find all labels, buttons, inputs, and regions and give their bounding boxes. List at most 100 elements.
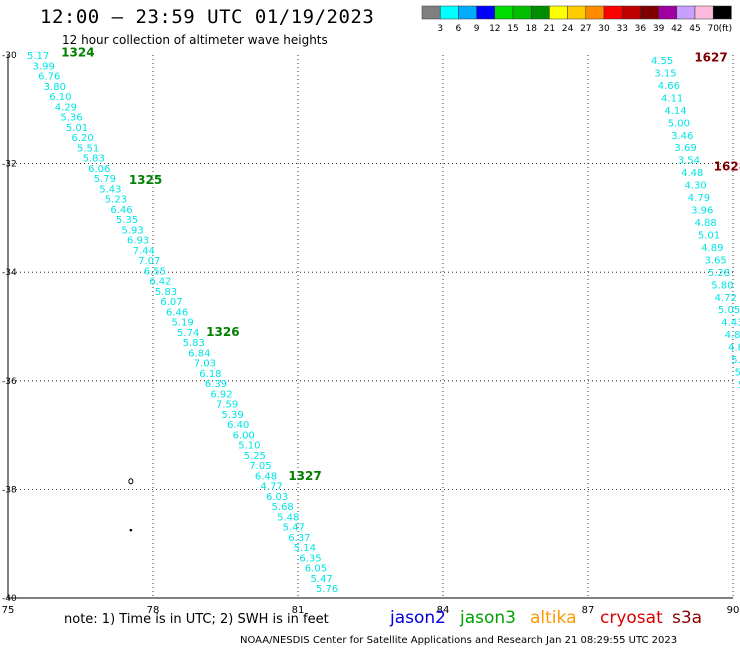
- legend-jason3: jason3: [460, 608, 516, 628]
- pass-time-label: 1628: [714, 159, 740, 173]
- wave-height-value: 6.39: [205, 379, 227, 390]
- wave-height-value: 7.59: [216, 400, 238, 411]
- footer-note: note: 1) Time is in UTC; 2) SWH is in fe…: [64, 612, 329, 627]
- colorbar-label: 3: [437, 24, 443, 34]
- colorbar-label: 45: [689, 24, 700, 34]
- colorbar-swatch: [476, 5, 496, 20]
- wave-height-value: 5.47: [283, 523, 305, 534]
- wave-height-value: 6.20: [71, 133, 93, 144]
- wave-height-value: 5.00: [668, 118, 690, 129]
- colorbar-swatch: [712, 5, 732, 20]
- wave-height-value: 7.07: [138, 256, 160, 267]
- colorbar-swatch: [676, 5, 696, 20]
- pass-time-label: 1324: [61, 45, 94, 59]
- wave-height-value: 4.14: [664, 106, 686, 117]
- colorbar-swatch: [640, 5, 659, 20]
- legend-altika: altika: [530, 608, 577, 628]
- track-cryosat: 4.553.15 4.664.11 4.145.00 3.463.69 3.544.48…: [651, 51, 740, 391]
- wave-height-value: 5.: [735, 368, 740, 379]
- colorbar-label: 15: [507, 24, 518, 34]
- wave-height-value: 5.48: [277, 512, 299, 523]
- island-marker: [128, 478, 134, 485]
- colorbar-label: 70: [707, 24, 719, 34]
- wave-height-value: 3.15: [654, 68, 676, 79]
- wave-height-value: 4.88: [728, 343, 740, 354]
- wave-height-value: 3.54: [678, 156, 700, 167]
- wave-height-value: 6.35: [299, 553, 321, 564]
- track-jason3: 5.173.996.763.806.104.295.365.016.205.51…: [27, 45, 338, 595]
- colorbar-swatch: [603, 5, 623, 20]
- wave-height-value: 4.29: [55, 102, 77, 113]
- wave-height-value: 5.83: [155, 287, 177, 298]
- map-frame: [7, 55, 733, 599]
- pass-time-label: 1325: [129, 173, 162, 187]
- colorbar-swatch: [585, 5, 605, 20]
- wave-height-value: 5.2: [731, 355, 740, 366]
- wave-height-value: 4.66: [658, 81, 680, 92]
- wave-height-value: 6.92: [210, 389, 232, 400]
- lon-tick-label: 81: [292, 605, 305, 616]
- wave-height-value: 5.80: [711, 280, 733, 291]
- wave-height-value: 6.76: [38, 72, 60, 83]
- wave-height-value: 7.05: [249, 461, 271, 472]
- pass-time-label: 1327: [288, 469, 321, 483]
- wave-height-value: 3.99: [33, 61, 55, 72]
- colorbar-swatch: [621, 5, 641, 20]
- lon-tick-label: 90: [727, 605, 740, 616]
- wave-height-value: 6.48: [255, 471, 277, 482]
- wave-height-value: 5.10: [238, 441, 260, 452]
- wave-height-value: 4.77: [260, 482, 282, 493]
- map-grid: [8, 55, 734, 598]
- wave-height-value: 5.51: [77, 143, 99, 154]
- wave-height-value: 5.93: [121, 225, 143, 236]
- colorbar-label: 18: [525, 24, 537, 34]
- lat-tick-label: -30: [2, 51, 17, 61]
- wave-height-value: 6.03: [266, 492, 288, 503]
- wave-height-value: 7.44: [133, 246, 155, 257]
- wave-height-value: 5.83: [83, 154, 105, 165]
- wave-height-value: 5.83: [183, 338, 205, 349]
- wave-height-value: 3.80: [44, 82, 66, 93]
- colorbar-swatch: [549, 5, 568, 20]
- lat-tick-label: -34: [2, 268, 17, 278]
- lat-tick-label: -38: [2, 485, 17, 495]
- wave-height-value: 6.00: [233, 430, 255, 441]
- wave-height-value: 5.23: [105, 195, 127, 206]
- colorbar-label: 27: [580, 24, 591, 34]
- colorbar-swatch: [458, 5, 477, 20]
- wave-height-value: 4.43: [721, 318, 740, 329]
- wave-height-value: 4.89: [701, 243, 723, 254]
- wave-height-value: 5.35: [116, 215, 138, 226]
- map-markers: [128, 478, 134, 532]
- colorbar-label: 36: [635, 24, 647, 34]
- wave-height-value: 4.79: [688, 193, 710, 204]
- wave-height-value: 4.72: [715, 293, 737, 304]
- wave-height-value: 5.79: [94, 174, 116, 185]
- colorbar-swatch: [421, 5, 441, 20]
- wave-height-value: 4.55: [651, 56, 673, 67]
- wave-height-value: 5: [738, 380, 740, 391]
- altimeter-tracks: 5.173.996.763.806.104.295.365.016.205.51…: [27, 45, 740, 595]
- colorbar-swatch: [694, 5, 714, 20]
- legend-s3a: s3a: [672, 608, 703, 628]
- pass-time-label: 1326: [206, 325, 239, 339]
- island-marker: [129, 528, 133, 532]
- colorbar-swatch: [439, 5, 459, 20]
- wave-height-value: 6.05: [305, 564, 327, 575]
- colorbar-swatch: [512, 5, 532, 20]
- wave-height-value: 3.69: [674, 143, 696, 154]
- colorbar-label: 30: [598, 24, 610, 34]
- wave-height-value: 6.06: [88, 164, 110, 175]
- colorbar-label: 42: [671, 24, 682, 34]
- wave-height-value: 6.93: [127, 236, 149, 247]
- wave-height-value: 5.01: [698, 230, 720, 241]
- wave-height-value: 5.43: [99, 184, 121, 195]
- colorbar-label: 6: [456, 24, 462, 34]
- wave-height-value: 6.37: [288, 533, 310, 544]
- wave-height-value: 4.48: [681, 168, 703, 179]
- wave-height-value: 6.40: [227, 420, 249, 431]
- wave-height-value: 6.07: [160, 297, 182, 308]
- lat-tick-label: -32: [2, 160, 17, 170]
- axis-tick-labels: 75 78 81 84 87 90 -30 -32 -34 -36 -38 -40: [2, 51, 740, 616]
- colorbar-swatch: [567, 5, 587, 20]
